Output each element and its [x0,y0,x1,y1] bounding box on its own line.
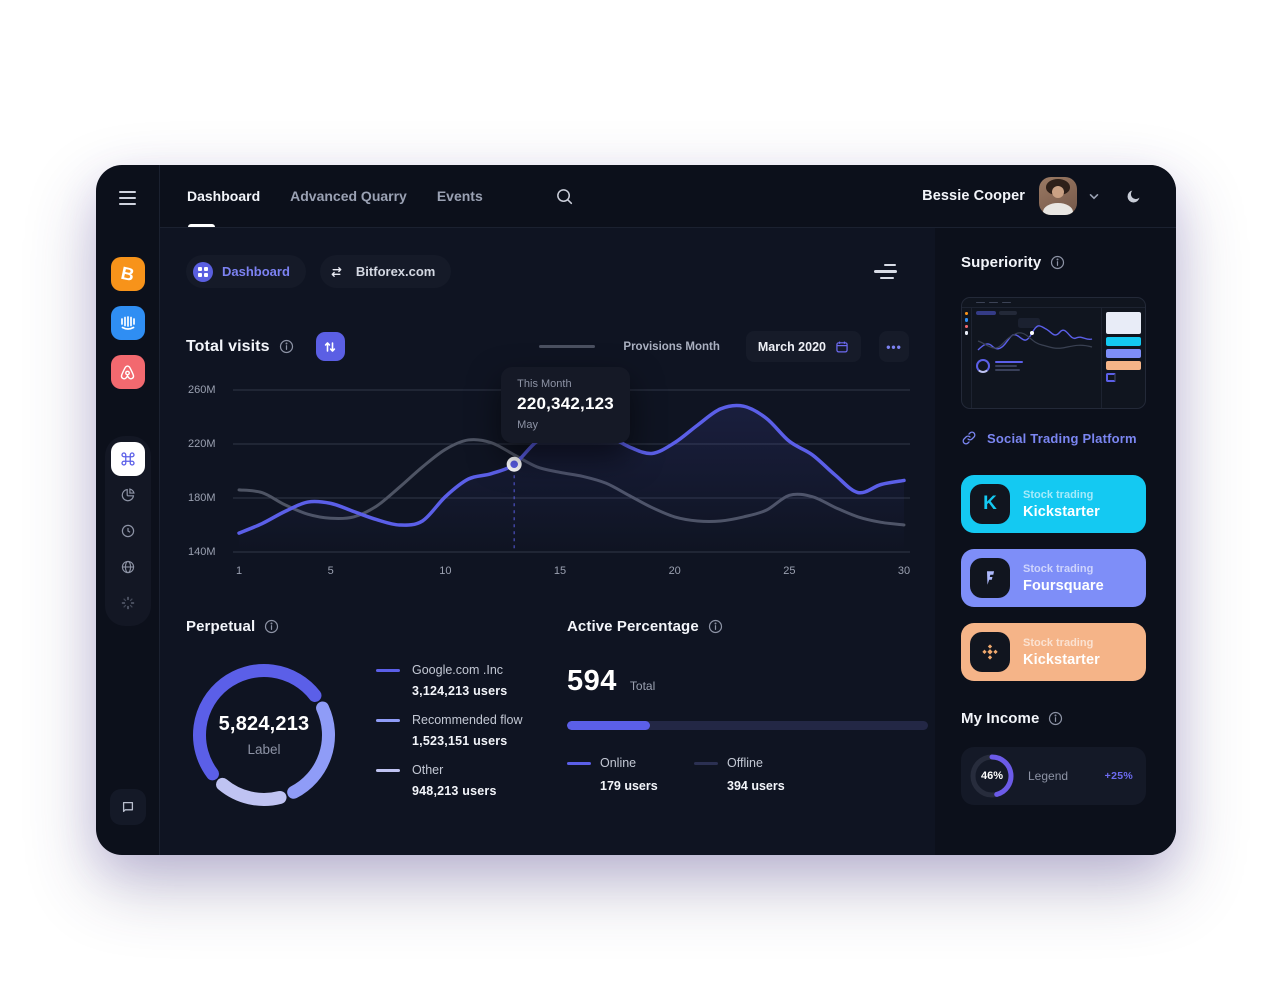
donut-center-value: 5,824,213 [218,713,310,735]
legend-item: Other 948,213 users [376,763,522,798]
tab-advanced-quarry[interactable]: Advanced Quarry [290,188,407,204]
search-icon[interactable] [555,187,574,206]
total-users-label: Total [629,679,656,693]
trade-card-binance[interactable]: Stock trading Kickstarter [961,623,1146,681]
x-axis-label: 15 [553,565,567,577]
tab-dashboard[interactable]: Dashboard [187,165,260,227]
sidebar-tool-group [104,436,151,626]
y-axis-label: 180M [188,492,216,504]
perpetual-donut: 5,824,213 Label [186,657,342,813]
my-income-title: My Income [961,710,1040,727]
x-axis: 1 5 10 15 20 25 30 [233,565,910,591]
progress-fill [567,721,651,730]
foursquare-icon [970,558,1010,598]
x-axis-label: 25 [783,565,796,577]
tab-events[interactable]: Events [436,188,483,204]
main-tabs: Dashboard Advanced Quarry Events [160,165,574,227]
sidebar: B [96,165,160,855]
chat-icon[interactable] [109,789,146,825]
info-icon[interactable] [708,619,723,634]
trade-card-foursquare[interactable]: Stock trading Foursquare [961,549,1146,607]
month-selector[interactable]: March 2020 [745,331,861,362]
chart-plot-area: 1 5 10 15 20 25 30 This Month 220,342,123 May [233,367,910,591]
binance-icon [970,632,1010,672]
y-axis-label: 260M [188,384,216,396]
active-percentage-title: Active Percentage [567,618,699,635]
x-axis-label: 10 [439,565,452,577]
active-tab-underline [188,224,215,227]
more-options-button[interactable]: ••• [879,331,909,362]
user-name[interactable]: Bessie Cooper [922,188,1025,204]
breadcrumb: Dashboard Bitforex.com [186,255,909,288]
link-icon [962,431,976,445]
active-progress-bar [567,721,928,730]
filter-icon[interactable] [874,263,897,280]
provisions-series-swatch [539,345,596,348]
app-window: B [96,165,1176,855]
legend-item: Online 179 users [567,756,694,793]
user-menu: Bessie Cooper [922,177,1176,215]
total-visits-chart: 260M 220M 180M 140M 1 5 10 15 20 25 30 This Month… [186,367,910,591]
trade-card-kickstarter[interactable]: K Stock trading Kickstarter [961,475,1146,533]
legend-item: Google.com .Inc 3,124,213 users [376,663,522,698]
info-icon[interactable] [1048,711,1063,726]
x-axis-label: 5 [327,565,334,577]
calendar-icon [836,341,848,353]
perpetual-title: Perpetual [186,618,256,635]
perpetual-section: Perpetual 5,824,213 La [186,618,549,813]
info-icon[interactable] [279,339,294,354]
kickstarter-icon: K [970,484,1010,524]
airbnb-icon[interactable] [110,355,145,389]
dashboard-content: Dashboard Bitforex.com Total visits [160,228,935,855]
spinner-icon[interactable] [111,586,145,620]
social-trading-link[interactable]: Social Trading Platform [961,430,1146,446]
total-visits-title: Total visits [186,337,270,355]
total-users-value: 594 [567,665,617,697]
x-axis-label: 1 [235,565,243,577]
legend-item: Recommended flow 1,523,151 users [376,713,522,748]
command-icon[interactable] [110,442,145,476]
right-panel: Superiority [935,228,1176,855]
swap-icon [327,262,347,282]
dark-mode-toggle[interactable] [1125,188,1142,205]
x-axis-label: 20 [668,565,681,577]
income-percent: 46% [980,770,1004,782]
income-donut: 46% [968,752,1016,800]
legend-item: Offline 394 users [694,756,821,793]
provisions-label: Provisions Month [623,340,720,353]
active-legend: Online 179 users Offline 394 users [567,756,928,793]
superiority-title: Superiority [961,254,1042,271]
donut-center-label: Label [247,742,281,757]
x-axis-label: 30 [897,565,911,577]
perpetual-legend: Google.com .Inc 3,124,213 users Recommen… [376,663,522,813]
info-icon[interactable] [1050,255,1065,270]
income-card: 46% Legend +25% [961,747,1146,805]
avatar[interactable] [1039,177,1077,215]
info-icon[interactable] [264,619,279,634]
income-delta: +25% [1104,770,1133,782]
bitcoin-icon[interactable]: B [110,257,145,291]
pie-chart-icon[interactable] [111,478,145,512]
line-chart-svg [233,389,910,553]
superiority-thumbnail[interactable] [961,297,1146,409]
menu-icon[interactable] [119,191,136,205]
active-percentage-section: Active Percentage 594 Total [567,618,928,813]
topbar: Dashboard Advanced Quarry Events Bessie … [160,165,1176,228]
y-axis-label: 220M [188,438,216,450]
income-legend-label: Legend [1028,769,1069,783]
grid-icon [193,261,213,282]
clock-icon[interactable] [111,514,145,548]
intercom-icon[interactable] [110,306,145,340]
y-axis: 260M 220M 180M 140M [186,378,233,591]
chevron-down-icon[interactable] [1089,193,1099,200]
y-axis-label: 140M [188,546,216,558]
globe-icon[interactable] [111,550,145,584]
breadcrumb-site[interactable]: Bitforex.com [319,255,452,288]
breadcrumb-dashboard[interactable]: Dashboard [186,255,306,288]
sort-icon[interactable] [315,332,345,361]
